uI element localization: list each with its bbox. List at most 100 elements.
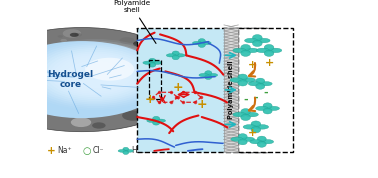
Circle shape	[11, 38, 31, 48]
Circle shape	[54, 55, 136, 94]
Circle shape	[46, 52, 66, 62]
Circle shape	[62, 89, 82, 98]
Circle shape	[168, 64, 175, 67]
Circle shape	[53, 72, 67, 79]
Text: Hydrogel
core: Hydrogel core	[48, 70, 94, 89]
Circle shape	[0, 28, 193, 132]
Circle shape	[131, 89, 150, 98]
Circle shape	[23, 41, 167, 108]
Ellipse shape	[257, 38, 270, 43]
Circle shape	[88, 71, 102, 78]
Ellipse shape	[248, 82, 261, 86]
Ellipse shape	[241, 114, 251, 121]
Ellipse shape	[263, 108, 272, 114]
Text: SPA: SPA	[171, 146, 185, 155]
Ellipse shape	[233, 112, 246, 117]
Text: +: +	[248, 128, 257, 138]
Circle shape	[42, 70, 64, 79]
Ellipse shape	[263, 103, 272, 109]
Circle shape	[136, 40, 155, 49]
Circle shape	[72, 60, 82, 65]
Circle shape	[19, 53, 34, 60]
Circle shape	[92, 100, 108, 107]
Text: Na⁺: Na⁺	[57, 146, 71, 155]
Circle shape	[21, 73, 42, 83]
Circle shape	[0, 54, 3, 61]
Ellipse shape	[261, 140, 274, 144]
Circle shape	[77, 66, 113, 83]
Circle shape	[12, 61, 32, 70]
Circle shape	[133, 41, 146, 47]
Circle shape	[6, 96, 25, 105]
Ellipse shape	[241, 44, 251, 51]
Circle shape	[130, 57, 140, 62]
Circle shape	[53, 74, 62, 78]
Ellipse shape	[242, 78, 256, 82]
Circle shape	[0, 74, 5, 77]
Ellipse shape	[245, 48, 258, 53]
Circle shape	[36, 72, 51, 79]
Ellipse shape	[245, 38, 258, 43]
Circle shape	[96, 75, 101, 78]
Ellipse shape	[198, 43, 205, 47]
Ellipse shape	[231, 137, 243, 141]
Text: -: -	[243, 95, 248, 105]
Circle shape	[65, 61, 125, 88]
Circle shape	[62, 82, 76, 88]
Circle shape	[40, 77, 59, 86]
Bar	[224, 28, 238, 152]
Circle shape	[117, 103, 124, 106]
Circle shape	[71, 72, 78, 75]
Circle shape	[87, 74, 94, 77]
Text: H₂O: H₂O	[131, 146, 146, 155]
Circle shape	[81, 59, 91, 65]
Circle shape	[27, 43, 163, 106]
Ellipse shape	[256, 125, 269, 129]
Circle shape	[62, 112, 69, 116]
Circle shape	[71, 82, 78, 85]
Circle shape	[116, 90, 124, 94]
Circle shape	[140, 59, 146, 61]
Text: +: +	[144, 93, 155, 106]
Ellipse shape	[238, 134, 247, 139]
Circle shape	[113, 69, 136, 79]
Circle shape	[156, 49, 174, 58]
Circle shape	[37, 36, 47, 40]
Circle shape	[86, 80, 101, 87]
Ellipse shape	[149, 63, 156, 67]
Ellipse shape	[257, 136, 266, 142]
Ellipse shape	[166, 54, 176, 57]
Text: +: +	[197, 98, 207, 111]
Ellipse shape	[241, 109, 251, 115]
Circle shape	[58, 35, 63, 38]
Circle shape	[144, 44, 165, 53]
Bar	[136, 28, 267, 152]
Circle shape	[51, 96, 65, 103]
Circle shape	[83, 75, 102, 83]
Ellipse shape	[175, 54, 185, 57]
Circle shape	[35, 46, 156, 103]
Circle shape	[20, 70, 39, 78]
Circle shape	[88, 96, 107, 105]
Ellipse shape	[238, 139, 247, 145]
Circle shape	[74, 33, 82, 36]
Circle shape	[26, 38, 45, 47]
Circle shape	[80, 111, 92, 117]
Ellipse shape	[260, 82, 272, 86]
Bar	[238, 28, 293, 152]
Ellipse shape	[256, 78, 265, 84]
Ellipse shape	[269, 48, 282, 53]
Circle shape	[99, 84, 105, 86]
Circle shape	[45, 55, 50, 57]
Ellipse shape	[233, 48, 246, 53]
Circle shape	[164, 90, 177, 96]
Circle shape	[118, 98, 129, 104]
Circle shape	[92, 122, 105, 129]
Text: ○: ○	[82, 146, 91, 156]
Circle shape	[51, 67, 68, 75]
Text: +: +	[173, 81, 184, 94]
Circle shape	[42, 50, 148, 99]
Ellipse shape	[205, 75, 212, 79]
Ellipse shape	[251, 127, 261, 133]
Circle shape	[22, 71, 29, 74]
